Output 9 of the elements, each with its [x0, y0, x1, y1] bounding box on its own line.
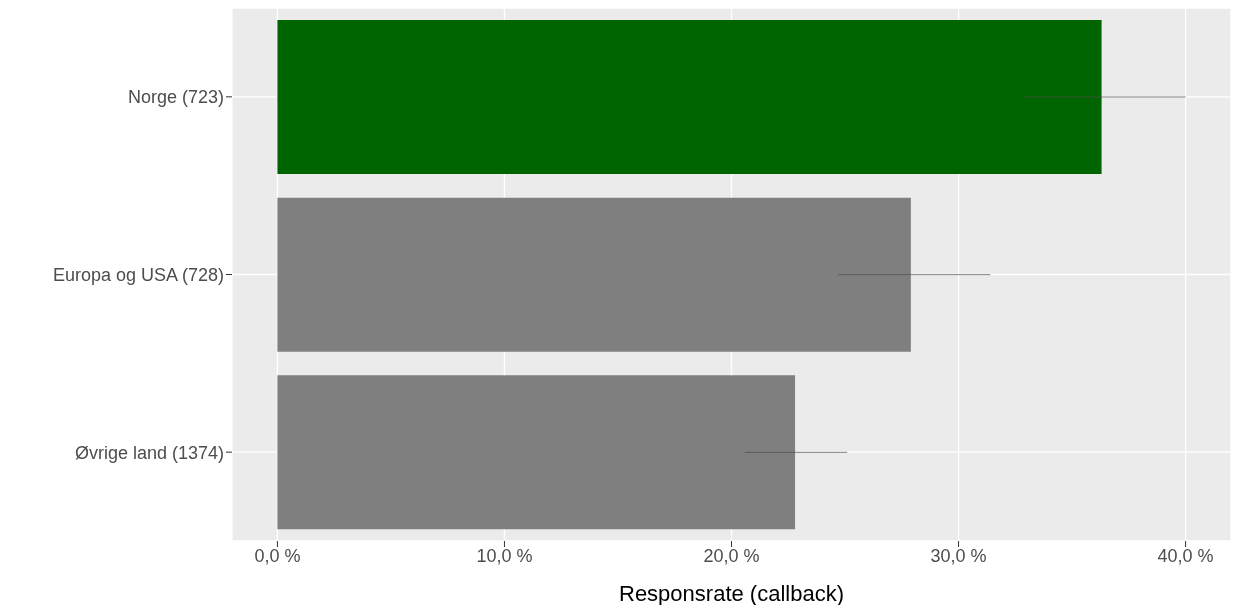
x-tick-label: 0,0 %	[254, 545, 301, 566]
y-tick-label: Europa og USA (728)	[52, 264, 224, 285]
x-tick-label: 40,0 %	[1157, 545, 1214, 566]
x-tick-label: 30,0 %	[930, 545, 987, 566]
x-tick-label: 20,0 %	[703, 545, 760, 566]
x-axis-title: Responsrate (callback)	[619, 581, 844, 606]
y-tick-label: Øvrige land (1374)	[74, 442, 224, 463]
y-tick-label: Norge (723)	[127, 87, 224, 108]
x-tick-label: 10,0 %	[476, 545, 533, 566]
